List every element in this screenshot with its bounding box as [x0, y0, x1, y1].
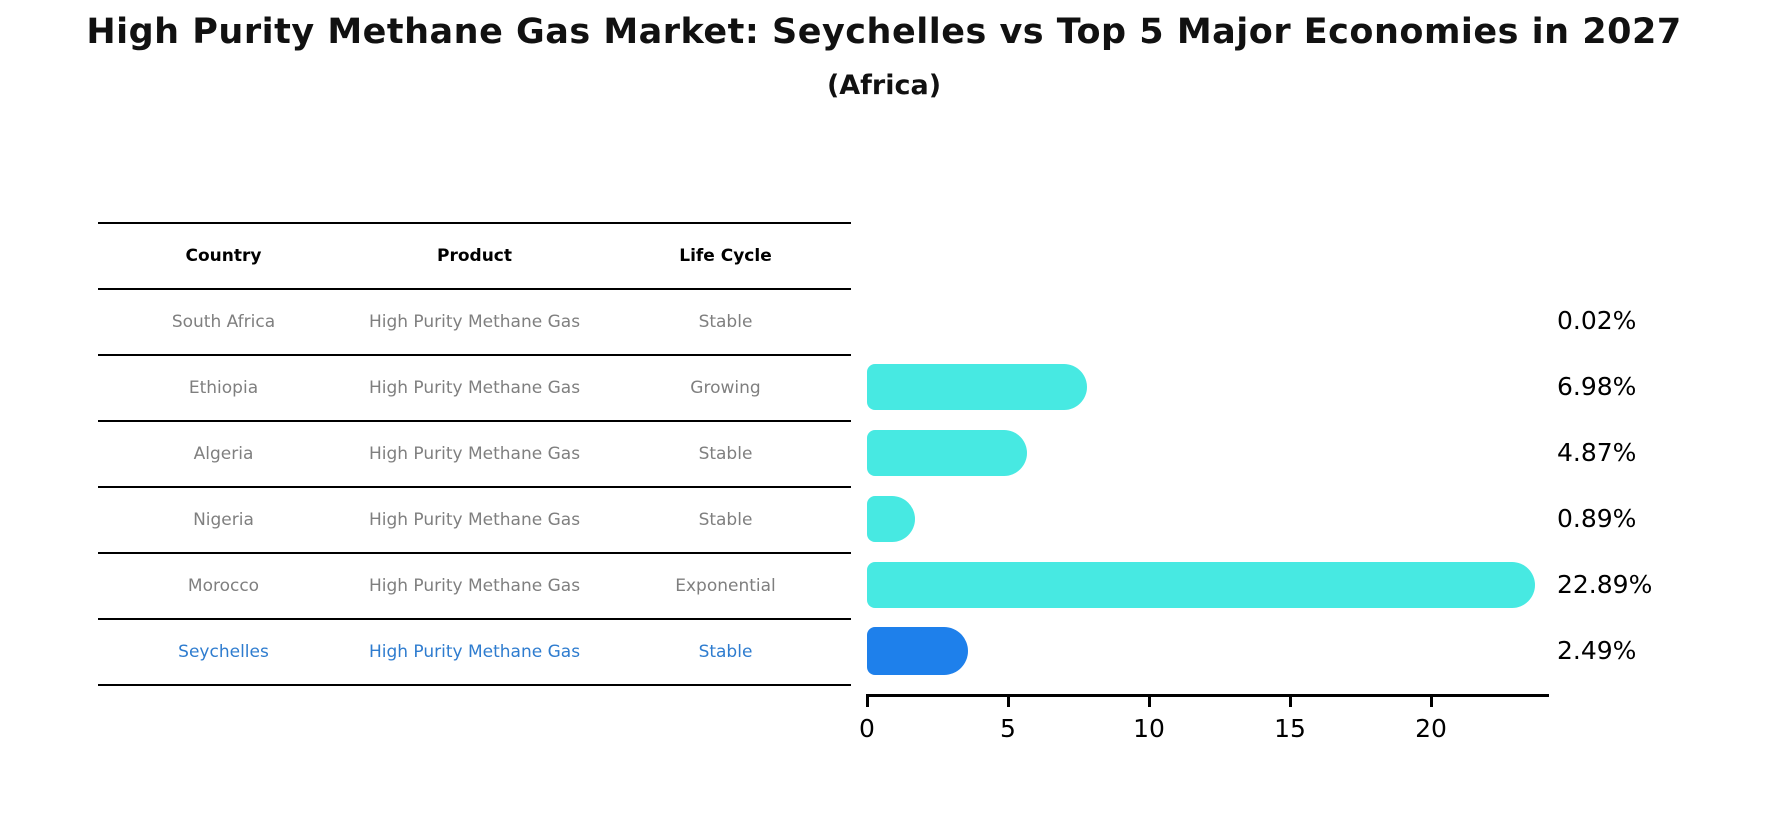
- table-cell-product: High Purity Methane Gas: [368, 378, 581, 398]
- table-cell-lifecycle: Stable: [698, 444, 753, 464]
- x-axis-tick-label: 10: [1133, 714, 1165, 743]
- chart-subtitle: (Africa): [826, 70, 942, 101]
- x-axis-line: [866, 694, 1549, 697]
- table-header-lifecycle: Life Cycle: [679, 246, 772, 266]
- bar-value-label: 2.49%: [1557, 636, 1637, 665]
- x-axis-tick: [1147, 697, 1151, 707]
- table-cell-lifecycle: Stable: [698, 510, 753, 530]
- bar-value-label: 6.98%: [1557, 372, 1637, 401]
- table-row-morocco: Morocco High Purity Methane Gas Exponentia…: [98, 554, 851, 620]
- bar-algeria: [867, 430, 1028, 476]
- x-axis-tick: [865, 697, 869, 707]
- table-cell-product: High Purity Methane Gas: [368, 576, 581, 596]
- x-axis-tick-label: 15: [1274, 714, 1306, 743]
- table-header-product: Product: [437, 246, 512, 266]
- bar-ethiopia: [867, 364, 1087, 410]
- bar-morocco: [867, 562, 1536, 608]
- table-cell-lifecycle: Stable: [698, 312, 753, 332]
- table-cell-country: Seychelles: [178, 642, 269, 662]
- table-cell-country: Nigeria: [193, 510, 254, 530]
- x-axis-tick-label: 0: [859, 714, 875, 743]
- table-cell-lifecycle: Growing: [690, 378, 761, 398]
- bar-value-label: 4.87%: [1557, 438, 1637, 467]
- table-row-south-africa: South Africa High Purity Methane Gas Stabl…: [98, 290, 851, 356]
- table-header-country: Country: [185, 246, 262, 266]
- x-axis-tick-label: 20: [1415, 714, 1447, 743]
- bar-value-label: 0.02%: [1557, 306, 1637, 335]
- table-cell-country: Algeria: [193, 444, 254, 464]
- table-cell-lifecycle: Stable: [698, 642, 753, 662]
- table-row-seychelles: Seychelles High Purity Methane Gas Stable: [98, 620, 851, 686]
- table-cell-product: High Purity Methane Gas: [368, 642, 581, 662]
- bar-value-label: 0.89%: [1557, 504, 1637, 533]
- table-cell-product: High Purity Methane Gas: [368, 444, 581, 464]
- chart-title: High Purity Methane Gas Market: Seychell…: [86, 12, 1682, 52]
- table-cell-country: Ethiopia: [188, 378, 259, 398]
- table-cell-product: High Purity Methane Gas: [368, 510, 581, 530]
- table-cell-product: High Purity Methane Gas: [368, 312, 581, 332]
- table-row-ethiopia: Ethiopia High Purity Methane Gas Growing: [98, 356, 851, 422]
- x-axis-tick: [1006, 697, 1010, 707]
- bar-seychelles: [867, 627, 969, 675]
- x-axis-tick: [1429, 697, 1433, 707]
- x-axis-tick-label: 5: [1000, 714, 1016, 743]
- country-table: Country Product Life Cycle South Africa H…: [98, 222, 851, 686]
- table-cell-country: South Africa: [171, 312, 276, 332]
- bar-value-label: 22.89%: [1557, 570, 1653, 599]
- table-header-row: Country Product Life Cycle: [98, 224, 851, 290]
- table-row-algeria: Algeria High Purity Methane Gas Stable: [98, 422, 851, 488]
- x-axis-tick: [1288, 697, 1292, 707]
- table-cell-lifecycle: Exponential: [675, 576, 776, 596]
- table-cell-country: Morocco: [187, 576, 260, 596]
- table-row-nigeria: Nigeria High Purity Methane Gas Stable: [98, 488, 851, 554]
- bar-nigeria: [867, 496, 916, 542]
